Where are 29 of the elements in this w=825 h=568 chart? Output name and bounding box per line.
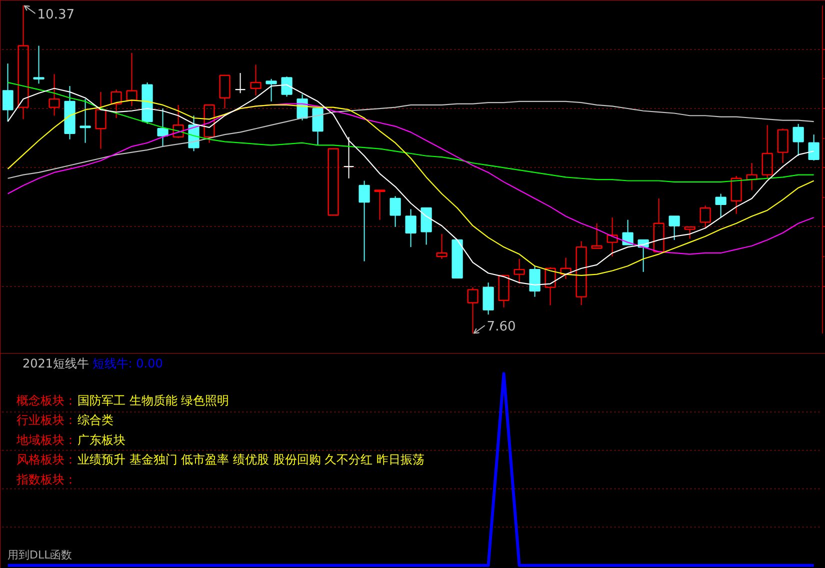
candlestick (157, 108, 168, 147)
candlestick (250, 64, 262, 96)
candlestick (358, 180, 370, 262)
candlestick (746, 162, 758, 191)
annotation: 地域板块： (16, 432, 76, 447)
candlestick (80, 98, 91, 144)
annotation: 7.60 (486, 320, 516, 334)
annotation: 风格板块： (16, 452, 76, 467)
annotation: 用到DLL函数 (8, 548, 72, 562)
candlestick (48, 74, 60, 116)
chart-title: 2021短线牛 (22, 356, 90, 370)
candlestick (514, 258, 525, 284)
candlestick (576, 240, 587, 306)
annotation: 10.37 (37, 8, 74, 22)
candlestick (18, 6, 29, 120)
candlestick (95, 91, 106, 150)
annotation: 综合类 (78, 413, 114, 428)
text: 短线牛: 0.00 (92, 356, 163, 370)
annotation: 业绩预升 基金独门 低市盈率 绩优股 股份回购 久不分红 昨日振荡 (78, 452, 424, 467)
candlestick (343, 136, 354, 179)
candlestick (405, 208, 416, 248)
candlestick (606, 216, 618, 258)
candlestick (2, 63, 14, 122)
annotation: 广东板块 (78, 432, 126, 447)
annotation: 指数板块： (16, 472, 76, 486)
candlestick (64, 86, 76, 140)
annotation: 概念板块： (16, 394, 76, 408)
annotation: 行业板块： (16, 413, 76, 428)
annotation: 国防军工 生物质能 绿色照明 (78, 394, 230, 408)
